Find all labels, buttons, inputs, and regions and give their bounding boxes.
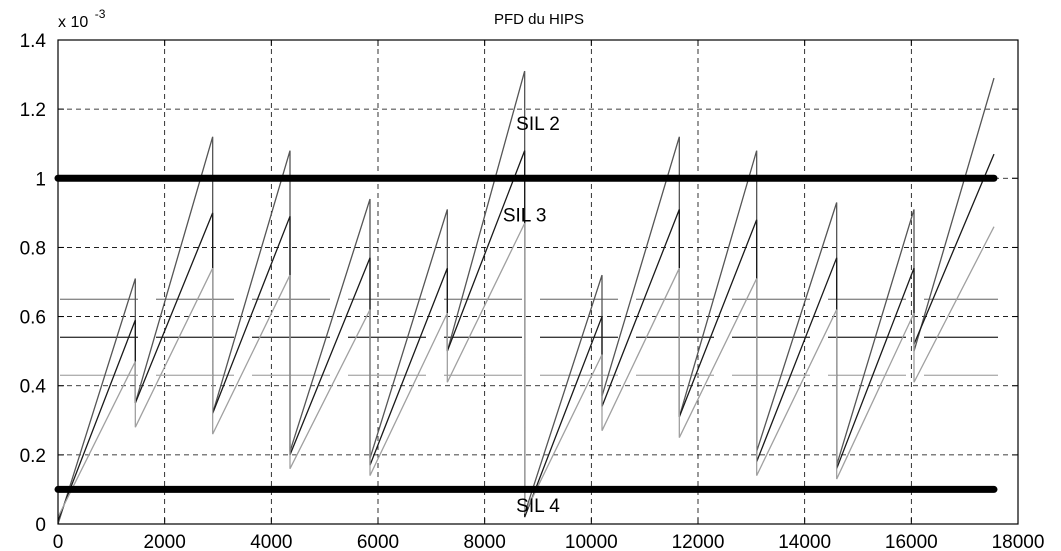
sil-annotation: SIL 3	[503, 206, 547, 227]
threshold-lines	[54, 174, 998, 493]
y-tick-label: 1.4	[20, 31, 47, 52]
chart-title: PFD du HIPS	[494, 11, 584, 28]
y-tick-label: 1	[35, 169, 46, 190]
y-tick-label: 0.2	[20, 446, 46, 467]
x-tick-label: 0	[53, 532, 64, 551]
y-multiplier-exponent: -3	[95, 7, 106, 21]
y-multiplier-label: x 10 -3	[58, 7, 106, 31]
x-tick-label: 4000	[250, 532, 292, 551]
y-multiplier-base: x 10	[58, 14, 88, 31]
x-tick-label: 8000	[464, 532, 506, 551]
reference-lines	[60, 298, 998, 377]
x-tick-label: 14000	[778, 532, 831, 551]
x-tick-label: 18000	[992, 532, 1045, 551]
y-tick-label: 0.6	[20, 308, 46, 329]
sil-annotation: SIL 4	[516, 496, 560, 517]
tick-labels: 0 2000 4000 6000 8000 10000 12000 14000 16000 180…	[20, 31, 1045, 551]
x-tick-label: 2000	[144, 532, 186, 551]
y-tick-label: 0.8	[20, 238, 46, 259]
series-group	[57, 70, 995, 525]
y-tick-label: 0	[35, 515, 46, 536]
x-tick-label: 10000	[565, 532, 618, 551]
grid	[58, 40, 1018, 524]
axis-ticks	[57, 39, 1019, 525]
plot-frame	[57, 39, 1019, 525]
series-line	[57, 222, 995, 518]
y-tick-label: 1.2	[20, 100, 46, 121]
y-tick-label: 0.4	[20, 377, 47, 398]
sil-annotation: SIL 2	[516, 114, 560, 135]
x-tick-label: 16000	[885, 532, 938, 551]
annotations: SIL 2 SIL 3 SIL 4	[503, 114, 560, 517]
x-tick-label: 6000	[357, 532, 399, 551]
x-tick-label: 12000	[672, 532, 725, 551]
